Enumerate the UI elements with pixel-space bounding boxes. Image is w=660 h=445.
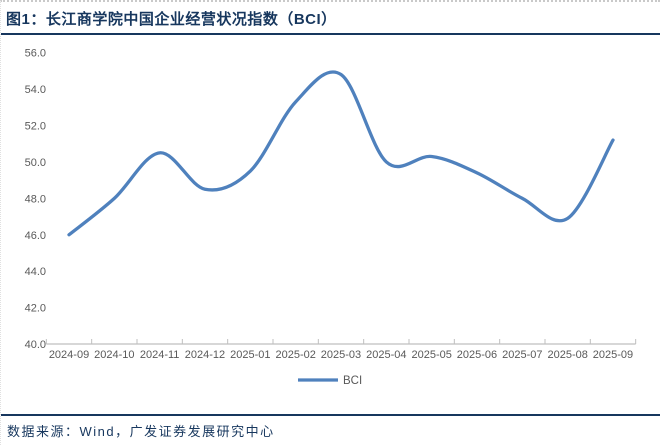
y-tick-label: 42.0	[25, 303, 46, 315]
x-tick-label: 2024-11	[140, 349, 180, 361]
x-tick-label: 2024-09	[49, 349, 89, 361]
y-tick-label: 50.0	[25, 157, 46, 169]
x-axis-ticks	[45, 339, 637, 344]
x-tick-label: 2025-09	[593, 349, 633, 361]
bci-series-line	[67, 70, 615, 237]
x-tick-label: 2025-04	[366, 349, 406, 361]
y-tick-label: 44.0	[25, 266, 46, 278]
title-divider	[1, 33, 660, 35]
y-tick-label: 40.0	[25, 339, 46, 351]
x-tick-label: 2025-01	[230, 349, 270, 361]
x-tick-label: 2024-10	[94, 349, 134, 361]
legend: BCI	[297, 375, 362, 387]
x-tick-label: 2025-07	[502, 349, 542, 361]
x-tick-label: 2025-06	[457, 349, 497, 361]
y-tick-label: 52.0	[25, 121, 46, 133]
footer-divider	[1, 414, 660, 416]
chart-area: 56.0 54.0 52.0 50.0 48.0 46.0 44.0 42.0 40.0 2024…	[1, 42, 660, 397]
x-axis-labels: 2024-09 2024-10 2024-11 2024-12 2025-01 2025-…	[49, 349, 633, 361]
x-tick-label: 2025-02	[275, 349, 315, 361]
bci-chart: 56.054.052.050.048.046.044.042.040.02024…	[25, 48, 637, 387]
legend-label: BCI	[343, 375, 362, 387]
x-tick-label: 2025-05	[411, 349, 451, 361]
x-tick-label: 2025-03	[321, 349, 361, 361]
data-source-note: 数据来源：Wind，广发证券发展研究中心	[7, 424, 275, 439]
y-axis-labels: 56.0 54.0 52.0 50.0 48.0 46.0 44.0 42.0 40.0	[25, 48, 46, 351]
x-tick-label: 2025-08	[547, 349, 587, 361]
y-tick-label: 46.0	[25, 230, 46, 242]
y-tick-label: 48.0	[25, 193, 46, 205]
x-tick-label: 2024-12	[185, 349, 225, 361]
figure-title: 图1：长江商学院中国企业经营状况指数（BCI）	[6, 11, 337, 28]
y-tick-label: 54.0	[25, 84, 46, 96]
y-tick-label: 56.0	[25, 48, 46, 60]
